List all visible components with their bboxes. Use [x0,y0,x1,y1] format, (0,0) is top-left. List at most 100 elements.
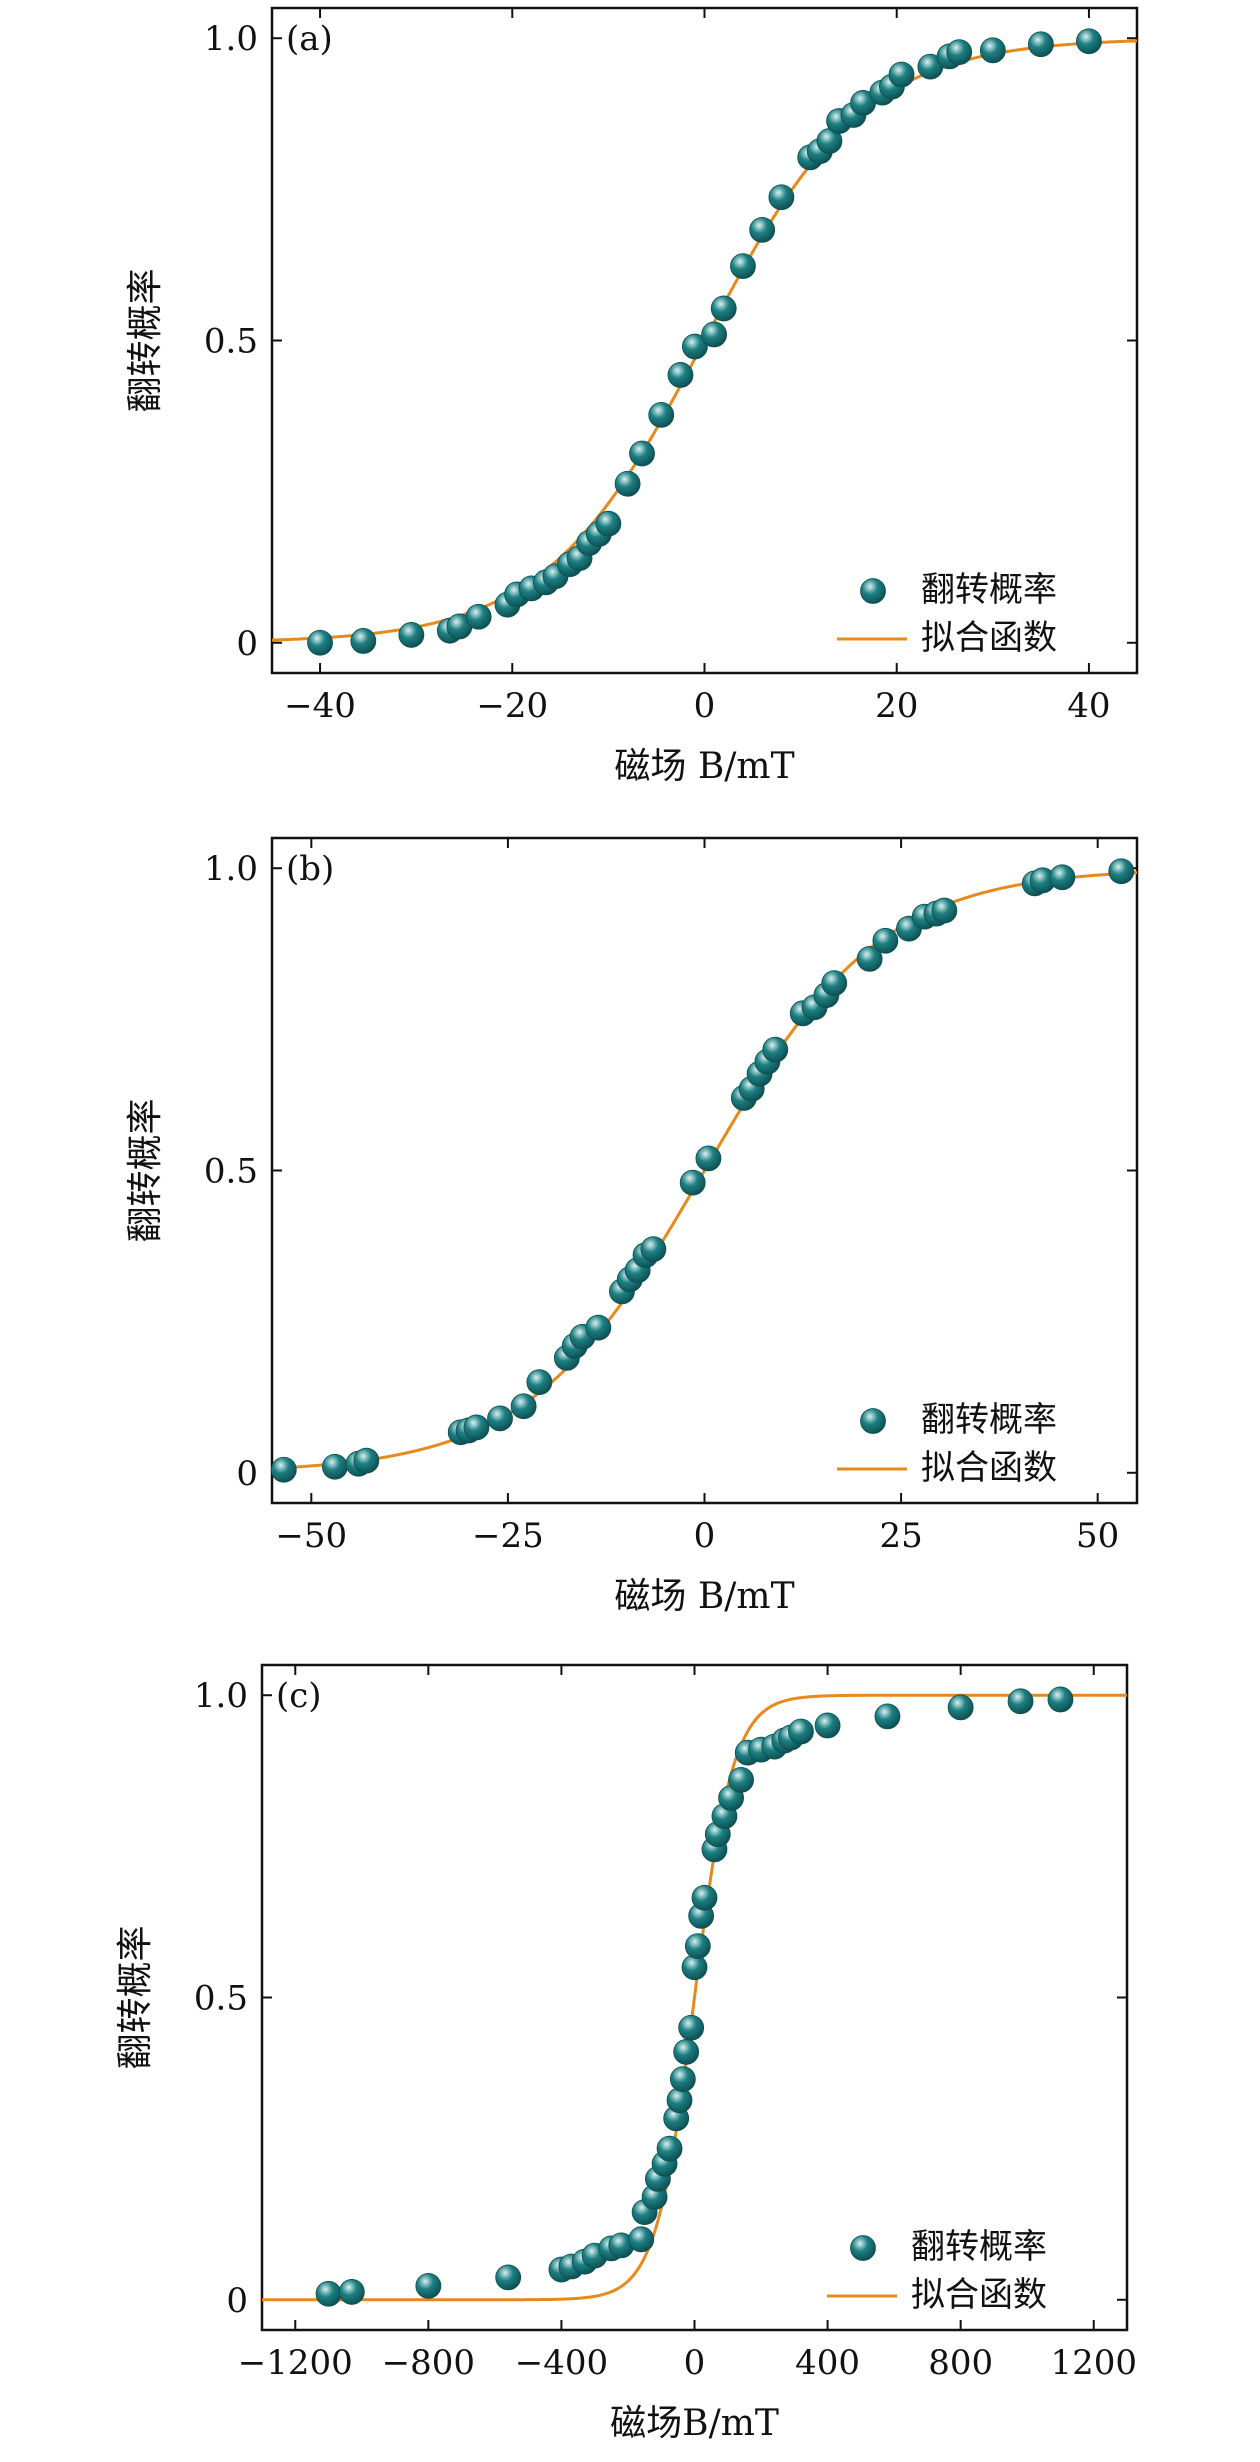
panel-c: −1200 −800 −400 0 400 800 1200 0 0.5 1.0 磁场B/mT 翻转概… [115,1663,1137,2444]
data-point [510,1393,537,1420]
data-point [487,1405,513,1432]
data-point [691,1884,718,1911]
data-point [415,2272,442,2299]
y-tick-label: 0.5 [204,322,258,362]
y-axis-title: 翻转概率 [125,1098,166,1242]
data-point [270,1456,297,1483]
data-point [874,1703,901,1730]
data-point [338,2279,365,2305]
data-point [465,603,492,630]
data-point [1108,858,1135,885]
data-point [322,1453,348,1480]
data-point [947,1694,974,1721]
data-point [1047,1686,1074,1713]
x-tick-label: 1200 [1050,2343,1137,2383]
y-tick-label: 1.0 [204,849,258,889]
data-point [648,401,675,428]
data-point [681,333,708,360]
panel-label: (b) [286,849,334,889]
y-tick-label: 0 [236,624,258,664]
y-axis-title: 翻转概率 [125,268,166,412]
x-axis-title: 磁场 B/mT [614,1576,794,1617]
data-point [872,927,899,954]
y-tick-label: 0.5 [194,1979,248,2019]
data-point [614,470,641,497]
legend-line-label: 拟合函数 [911,2275,1047,2315]
x-tick-label: 20 [875,686,918,726]
x-axis-title: 磁场 B/mT [614,746,794,787]
data-point [307,629,333,656]
data-point [888,61,915,88]
legend-marker [850,2235,876,2261]
data-point [821,970,848,996]
legend-line-label: 拟合函数 [921,618,1057,658]
data-point [710,295,737,322]
data-point [1027,31,1054,58]
x-tick-label: 800 [928,2343,993,2383]
x-tick-label: 25 [879,1516,922,1556]
data-point [628,2226,655,2253]
data-point [353,1447,380,1474]
data-point [678,2014,705,2041]
data-point [656,2135,683,2162]
x-tick-label: 0 [694,686,716,726]
data-point [695,1145,722,1172]
panel-label: (c) [276,1676,322,1716]
x-tick-label: −800 [382,2343,475,2383]
legend-line-label: 拟合函数 [921,1448,1057,1488]
data-point [629,440,655,467]
data-point [398,622,425,648]
data-point [679,1169,706,1196]
x-tick-label: 40 [1067,686,1110,726]
data-point [730,253,756,280]
legend-marker-label: 翻转概率 [921,1400,1057,1440]
legend-marker [860,1408,886,1434]
data-point [768,184,795,211]
x-axis-title: 磁场B/mT [610,2403,779,2444]
data-point [1007,1688,1034,1715]
x-tick-label: −1200 [238,2343,353,2383]
data-point [1049,864,1076,891]
x-tick-label: 400 [795,2343,860,2383]
data-point [669,2066,696,2093]
data-point [463,1414,490,1441]
y-tick-label: 1.0 [194,1676,248,1716]
x-tick-label: −400 [515,2343,608,2383]
data-point [350,628,377,654]
fit-curve [262,1693,1127,2302]
data-point [788,1718,814,1745]
panel-label: (a) [286,19,333,59]
data-point [673,2039,700,2065]
data-point [1076,28,1102,55]
x-tick-label: −50 [275,1516,347,1556]
y-tick-label: 0 [236,1454,258,1494]
data-point [701,321,728,348]
x-tick-label: −25 [472,1516,544,1556]
x-tick-label: 0 [684,2343,706,2383]
data-point [979,37,1006,64]
data-point [814,1712,841,1739]
data-point [585,1314,612,1341]
data-point [495,2264,522,2291]
x-tick-label: 50 [1076,1516,1119,1556]
data-point [749,216,776,243]
data-point [595,510,622,537]
x-tick-label: −40 [284,686,356,726]
data-point [315,2280,342,2307]
legend-marker-label: 翻转概率 [921,570,1057,610]
data-point [526,1369,553,1395]
y-tick-label: 0.5 [204,1152,258,1192]
data-point [946,39,973,66]
x-tick-label: −20 [476,686,548,726]
data-point [762,1036,789,1063]
data-point [640,1236,667,1262]
data-point [728,1766,754,1793]
data-point [931,897,958,924]
x-tick-label: 0 [694,1516,716,1556]
y-tick-label: 0 [226,2281,248,2321]
data-point [684,1933,711,1960]
